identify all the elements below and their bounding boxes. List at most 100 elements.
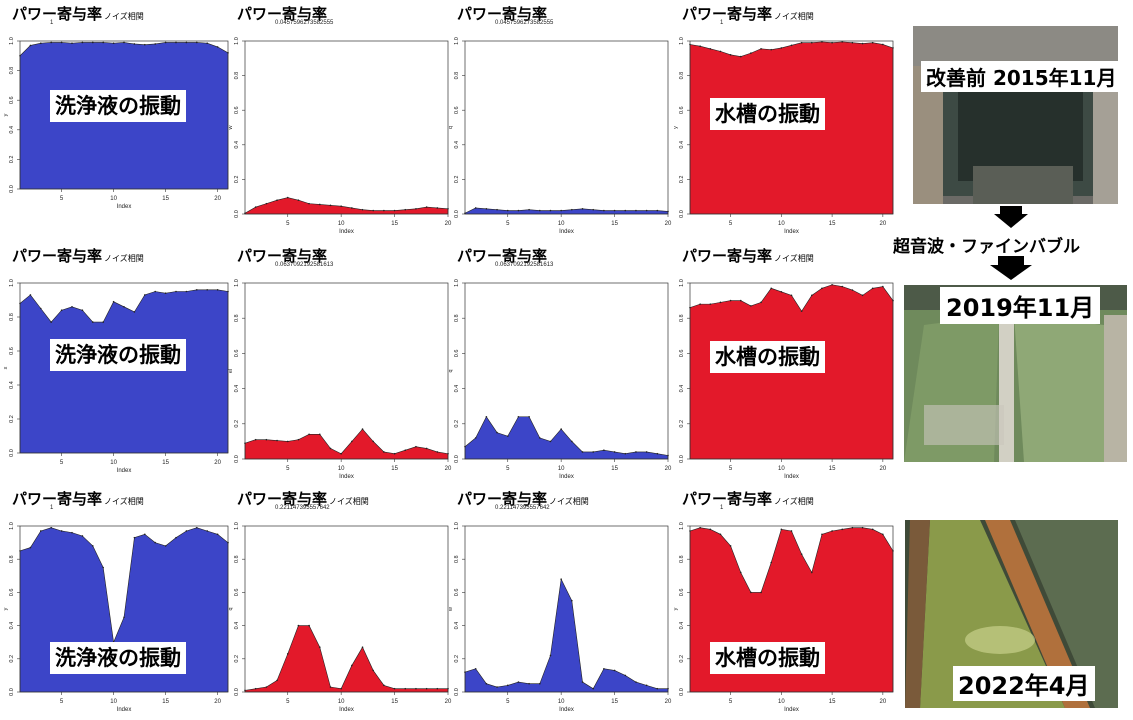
chart-panel: パワー寄与率 ノイズ相関 0.221147395557642 5 10 15 20 0.0 0.…	[445, 490, 680, 718]
y-tick-label: 0.4	[9, 381, 15, 389]
y-tick-label: 0.6	[234, 350, 240, 358]
data-point	[549, 440, 552, 443]
data-point	[81, 309, 84, 311]
data-point	[196, 289, 198, 291]
data-point	[372, 440, 375, 443]
data-area	[464, 578, 669, 693]
data-point	[29, 294, 32, 296]
y-tick-label: 0.4	[454, 141, 460, 149]
y-tick-label: 0.4	[9, 622, 15, 630]
data-point	[841, 41, 844, 43]
data-point	[372, 209, 375, 212]
y-tick-label: 0.4	[9, 126, 15, 134]
data-point	[538, 437, 541, 439]
x-tick-label: 15	[391, 221, 398, 227]
chart-title: パワー寄与率 ノイズ相関	[457, 490, 589, 511]
data-point	[206, 42, 208, 45]
data-point	[340, 687, 342, 690]
data-point	[709, 303, 712, 305]
data-point	[528, 682, 530, 685]
data-point	[729, 54, 732, 56]
data-point	[133, 536, 136, 539]
y-tick-label: 0.8	[9, 67, 15, 75]
y-tick-label: 0.0	[234, 455, 240, 463]
chart-title-suffix: ノイズ相関	[549, 497, 589, 506]
data-point	[123, 306, 125, 308]
data-point	[528, 208, 530, 211]
x-tick-label: 20	[445, 221, 452, 227]
photo-before-image	[913, 26, 1118, 204]
chart-title-suffix: ノイズ相関	[774, 497, 814, 506]
data-point	[415, 208, 417, 210]
x-tick-label: 20	[214, 460, 221, 466]
x-tick-label: 10	[778, 221, 785, 227]
data-point	[581, 681, 584, 683]
y-tick-label: 0.4	[454, 385, 460, 393]
data-point	[790, 44, 793, 47]
y-tick-label: 0.8	[454, 72, 460, 80]
x-tick-label: 5	[286, 221, 290, 227]
x-tick-label: 5	[286, 466, 290, 472]
chart-panel: パワー寄与率 ノイズ相関 5 10 15 20 0.0 0.2 0.4 0.6 0.8 1.0 Inde…	[670, 247, 905, 485]
chart-title-suffix: ノイズ相関	[104, 12, 144, 21]
data-point	[635, 681, 637, 683]
data-point	[821, 533, 823, 536]
data-point	[286, 653, 289, 655]
data-point	[871, 287, 874, 290]
x-axis-label: Index	[339, 229, 354, 235]
data-point	[624, 674, 627, 677]
x-axis-label: Index	[559, 229, 574, 235]
chart-panel: パワー寄与率 ノイズ相関 1 5 10 15 20 0.0 0.2 0.4 0.6 0.8 1.0 Ind…	[0, 5, 240, 215]
data-point	[133, 311, 136, 313]
y-tick-label: 0.8	[234, 72, 240, 80]
y-tick-label: 0.2	[9, 655, 15, 663]
data-point	[770, 287, 772, 290]
data-area	[464, 416, 669, 460]
data-point	[549, 654, 552, 657]
data-point	[729, 545, 732, 547]
y-tick-label: 0.2	[234, 420, 240, 428]
data-point	[154, 43, 156, 45]
x-tick-label: 15	[162, 196, 169, 202]
data-point	[71, 42, 73, 45]
data-point	[383, 684, 385, 687]
data-point	[603, 449, 605, 451]
data-point	[603, 209, 605, 212]
x-axis-label: Index	[339, 474, 354, 480]
x-tick-label: 20	[665, 221, 672, 227]
data-point	[851, 289, 854, 291]
data-point	[739, 299, 742, 302]
data-point	[581, 451, 584, 453]
y-tick-label: 1.0	[454, 522, 460, 530]
data-point	[729, 299, 732, 302]
y-tick-label: 1.0	[234, 37, 240, 45]
data-point	[645, 451, 648, 453]
x-axis-label: Index	[117, 707, 132, 713]
data-point	[71, 306, 73, 308]
data-point	[29, 546, 32, 549]
chart-title-suffix: ノイズ相関	[774, 12, 814, 21]
y-tick-label: 0.4	[234, 385, 240, 393]
chart-svg: 5 10 15 20 0.0 0.2 0.4 0.6 0.8 1.0 Index y	[3, 522, 229, 713]
y-tick-label: 0.6	[679, 350, 685, 358]
data-point	[821, 41, 823, 43]
chart-svg: 5 10 15 20 0.0 0.2 0.4 0.6 0.8 1.0 Index el	[228, 279, 452, 480]
data-point	[415, 445, 417, 448]
data-point	[624, 452, 627, 455]
chart-panel: パワー寄与率 0.0637092192581613 5 10 15 20 0.0 0.2 0.4…	[225, 247, 460, 485]
data-point	[297, 199, 300, 201]
chart-title: パワー寄与率	[457, 5, 547, 23]
data-point	[739, 55, 742, 58]
photo-after: 2022年4月	[905, 520, 1118, 708]
y-tick-label: 0.6	[9, 96, 15, 104]
data-point	[699, 526, 701, 529]
data-point	[123, 616, 125, 619]
y-tick-label: 1.0	[679, 37, 685, 45]
y-tick-label: 0.8	[234, 555, 240, 563]
data-point	[254, 687, 257, 690]
chart-title-text: パワー寄与率	[12, 490, 103, 508]
x-axis-label: Index	[117, 468, 132, 474]
x-tick-label: 20	[880, 466, 887, 472]
y-axis-label: y	[3, 607, 9, 610]
